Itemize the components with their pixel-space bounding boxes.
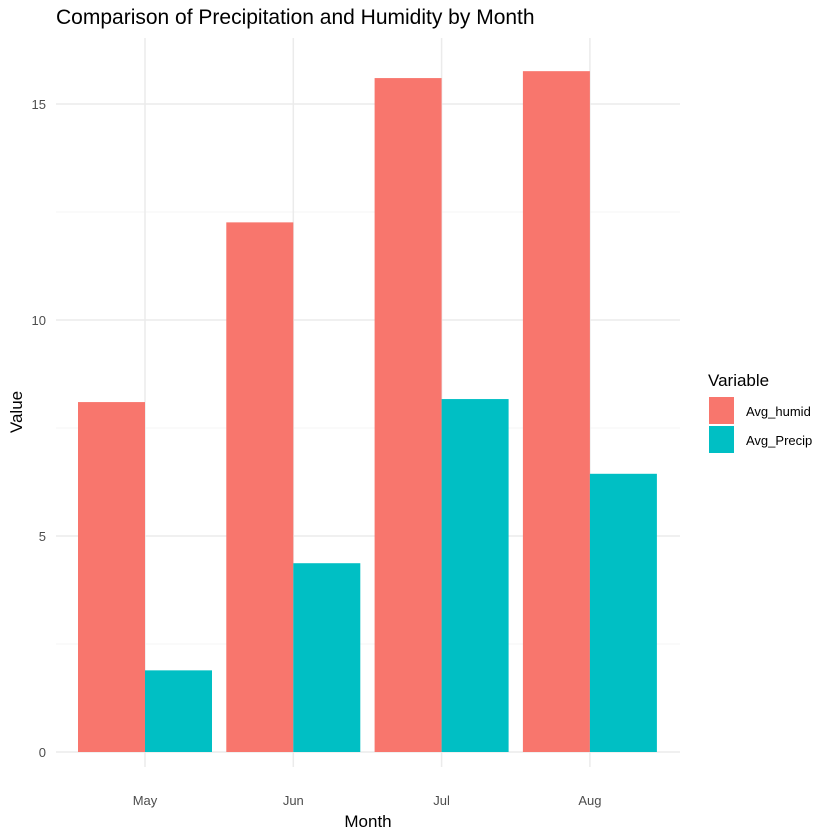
legend-label: Avg_Precip	[746, 433, 812, 448]
y-axis-title: Value	[7, 391, 26, 433]
x-tick-label: May	[133, 793, 158, 808]
bar-avg-humid-jul	[374, 78, 442, 752]
bar-avg-humid-aug	[522, 71, 590, 753]
bar-avg-precip-aug	[589, 473, 657, 752]
x-tick-label: Jun	[283, 793, 304, 808]
legend-key-avg-humid	[709, 397, 734, 424]
bar-avg-humid-may	[78, 402, 145, 752]
x-tick-label: Jul	[433, 793, 450, 808]
legend-key-avg-precip	[709, 426, 734, 453]
bar-avg-precip-may	[145, 670, 212, 752]
legend-items: Avg_humid Avg_Precip	[709, 397, 812, 453]
y-tick-label: 15	[32, 97, 46, 112]
y-tick-label: 10	[32, 313, 46, 328]
y-tick-label: 0	[39, 745, 46, 760]
legend: Variable Avg_humid Avg_Precip	[708, 371, 812, 453]
y-tick-label: 5	[39, 529, 46, 544]
bar-avg-precip-jul	[441, 399, 509, 752]
x-tick-labels: May Jun Jul Aug	[133, 793, 602, 808]
x-axis-title: Month	[344, 812, 391, 831]
bar-avg-humid-jun	[226, 222, 294, 753]
y-tick-labels: 0 5 10 15	[32, 97, 46, 760]
bar-avg-precip-jun	[293, 563, 361, 752]
bars-layer	[78, 71, 657, 753]
x-tick-label: Aug	[578, 793, 601, 808]
legend-title: Variable	[708, 371, 769, 390]
legend-label: Avg_humid	[746, 404, 811, 419]
chart-title: Comparison of Precipitation and Humidity…	[56, 6, 535, 29]
